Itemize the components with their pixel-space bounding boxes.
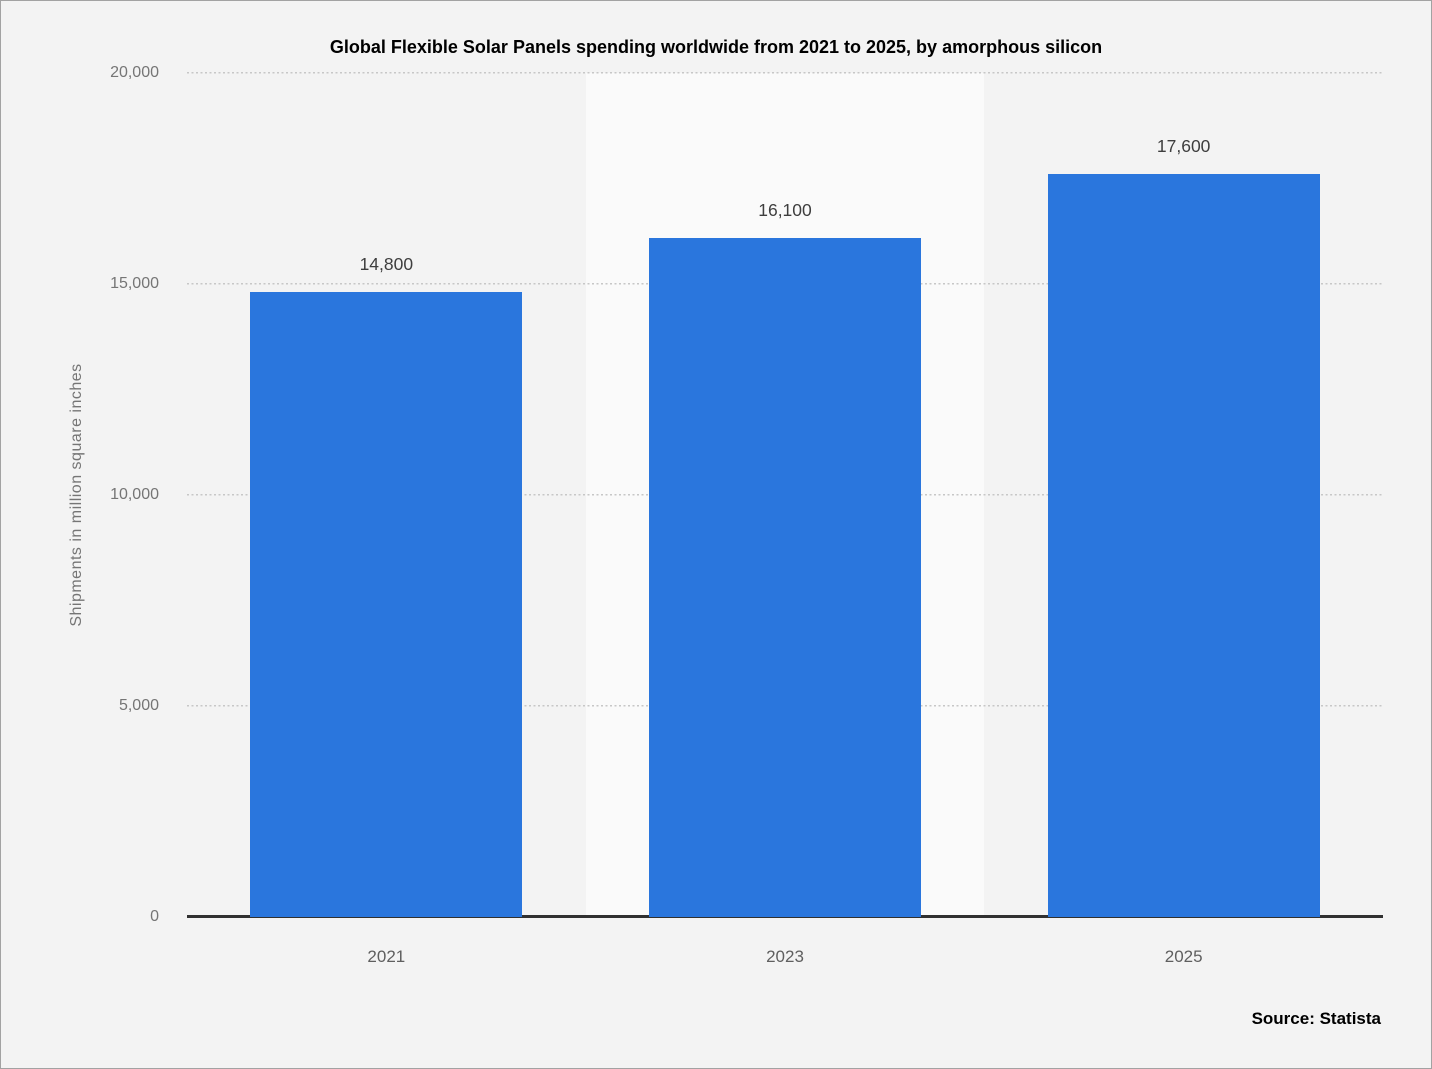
bar-2025 (1047, 174, 1320, 917)
bar-2021 (250, 292, 523, 917)
y-tick-label: 10,000 (110, 486, 159, 503)
bar-value-label: 17,600 (1156, 136, 1211, 156)
x-tick-label: 2021 (367, 947, 406, 966)
bar-2023 (649, 238, 921, 917)
y-tick-label: 20,000 (110, 64, 159, 81)
gridline-20,000 (187, 72, 1383, 74)
y-tick-label: 15,000 (110, 275, 159, 292)
y-tick-label: 0 (150, 908, 159, 925)
x-tick-label: 2025 (1164, 947, 1203, 966)
x-tick-label: 2023 (766, 947, 804, 966)
chart-title: Global Flexible Solar Panels spending wo… (329, 37, 1103, 57)
y-tick-label: 5,000 (118, 697, 159, 714)
bar-value-label: 14,800 (359, 254, 414, 274)
source-label: Source: Statista (1251, 1009, 1381, 1028)
bar-value-label: 16,100 (758, 200, 812, 220)
